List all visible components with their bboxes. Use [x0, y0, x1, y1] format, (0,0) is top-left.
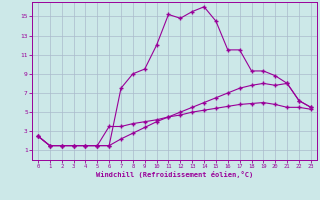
X-axis label: Windchill (Refroidissement éolien,°C): Windchill (Refroidissement éolien,°C) [96, 171, 253, 178]
